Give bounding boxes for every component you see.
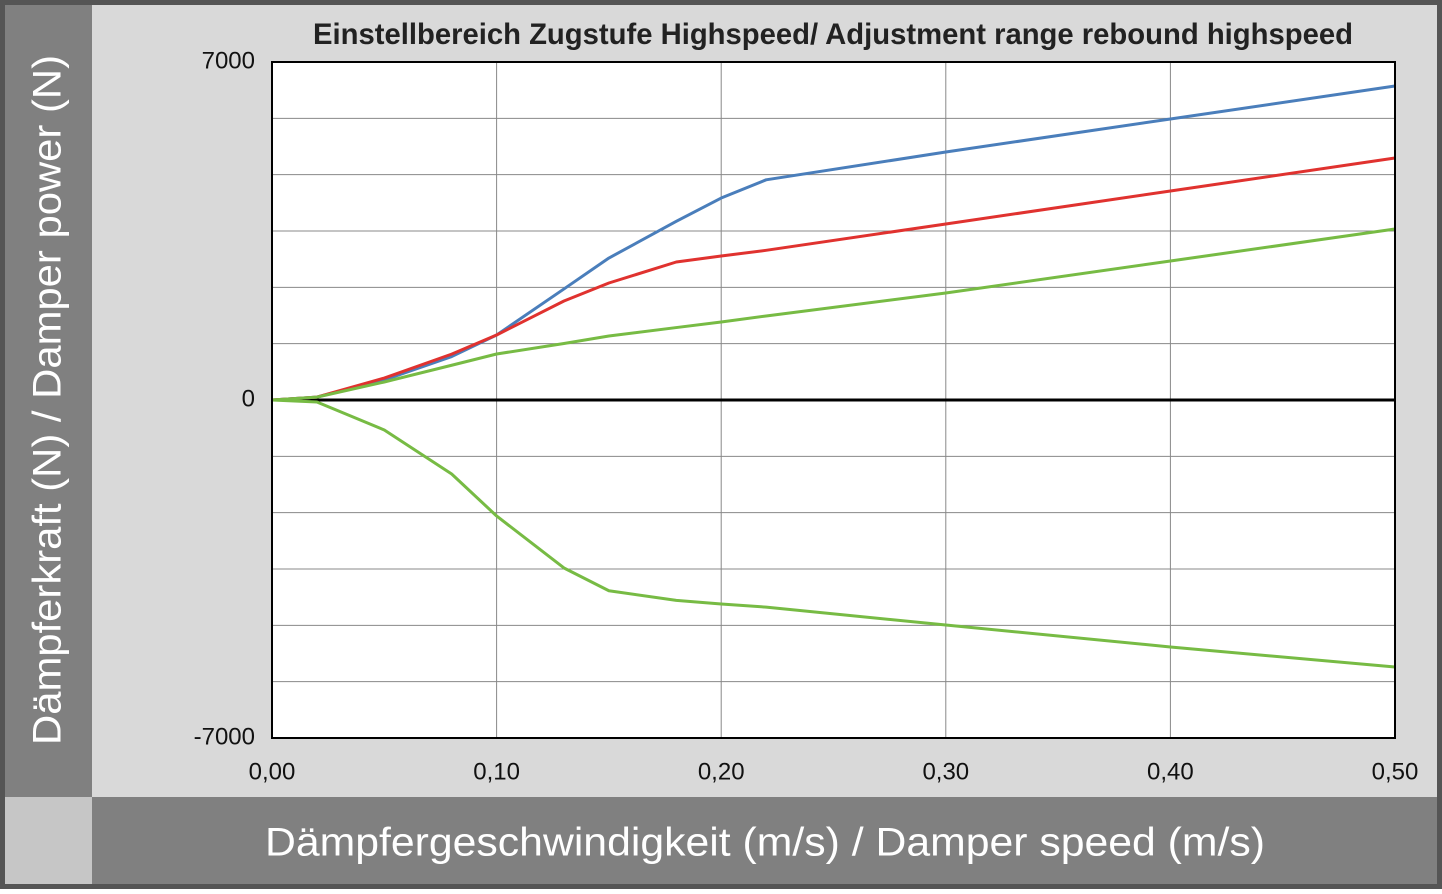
y-label-band (5, 5, 92, 797)
x-tick-label: 0,10 (473, 758, 520, 785)
y-tick-label: 0 (242, 385, 255, 412)
x-tick-label: 0,20 (698, 758, 745, 785)
x-tick-label: 0,30 (922, 758, 969, 785)
data-line (271, 398, 1396, 669)
data-line (271, 227, 1396, 402)
x-tick-label: 0,50 (1372, 758, 1419, 785)
plot-border (271, 61, 1396, 739)
x-tick-label: 0,00 (249, 758, 296, 785)
x-tick-label: 0,40 (1147, 758, 1194, 785)
data-line (271, 156, 1396, 402)
y-tick-label: -7000 (194, 723, 255, 750)
y-axis-label: Dämpferkraft (N) / Damper power (N) (26, 55, 70, 745)
data-line (271, 84, 1396, 402)
y-tick-label: 7000 (202, 47, 255, 74)
corner (5, 797, 92, 884)
x-axis-label: Dämpfergeschwindigkeit (m/s) / Damper sp… (265, 821, 1265, 865)
x-label-band (92, 797, 1437, 884)
chart-title: Einstellbereich Zugstufe Highspeed/ Adju… (313, 18, 1353, 51)
